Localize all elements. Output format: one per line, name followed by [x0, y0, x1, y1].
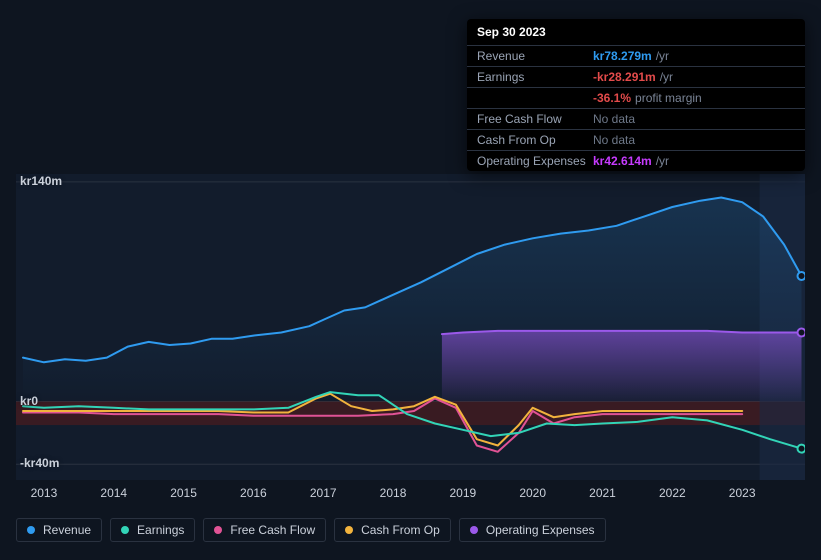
legend-swatch [345, 526, 353, 534]
legend-swatch [214, 526, 222, 534]
x-axis-tick-label: 2019 [450, 486, 477, 500]
tooltip-row-label: Cash From Op [477, 133, 593, 147]
tooltip-row-value: kr78.279m [593, 49, 652, 63]
tooltip-row-unit: /yr [656, 154, 669, 168]
tooltip-row-nodata: No data [593, 133, 635, 147]
tooltip-row-label: Free Cash Flow [477, 112, 593, 126]
x-axis-tick-label: 2015 [170, 486, 197, 500]
x-axis-tick-label: 2020 [519, 486, 546, 500]
tooltip-row-label: Revenue [477, 49, 593, 63]
legend-item[interactable]: Earnings [110, 518, 195, 542]
legend-label: Revenue [43, 523, 91, 537]
legend-swatch [27, 526, 35, 534]
x-axis-tick-label: 2017 [310, 486, 337, 500]
tooltip-row-sub: -36.1% profit margin [467, 88, 805, 109]
legend-swatch [121, 526, 129, 534]
tooltip-row: Earnings-kr28.291m/yr [467, 67, 805, 88]
tooltip-row-label: Earnings [477, 70, 593, 84]
tooltip-row: Cash From OpNo data [467, 130, 805, 151]
legend-item[interactable]: Free Cash Flow [203, 518, 326, 542]
x-axis-tick-label: 2018 [380, 486, 407, 500]
tooltip-row-subtext: profit margin [635, 91, 702, 105]
legend-label: Cash From Op [361, 523, 440, 537]
legend-item[interactable]: Revenue [16, 518, 102, 542]
y-axis-tick-label: kr140m [20, 174, 62, 188]
legend-item[interactable]: Cash From Op [334, 518, 451, 542]
legend: Revenue Earnings Free Cash Flow Cash From O… [16, 518, 606, 542]
tooltip-row: Revenuekr78.279m/yr [467, 46, 805, 67]
x-axis-tick-label: 2021 [589, 486, 616, 500]
legend-label: Free Cash Flow [230, 523, 315, 537]
tooltip-row: Operating Expenseskr42.614m/yr [467, 151, 805, 171]
chart-area[interactable]: kr140m kr0 -kr40m 2013 2014 2015 2016 2017 2018… [16, 160, 805, 500]
tooltip-row-nodata: No data [593, 112, 635, 126]
legend-item[interactable]: Operating Expenses [459, 518, 606, 542]
legend-swatch [470, 526, 478, 534]
legend-label: Earnings [137, 523, 184, 537]
tooltip-row-label: Operating Expenses [477, 154, 593, 168]
x-axis-tick-label: 2023 [729, 486, 756, 500]
x-axis-tick-label: 2022 [659, 486, 686, 500]
chart-svg [16, 160, 805, 500]
tooltip-row-value: kr42.614m [593, 154, 652, 168]
x-axis-tick-label: 2013 [31, 486, 58, 500]
tooltip-row-subvalue: -36.1% [593, 91, 631, 105]
tooltip-row-unit: /yr [656, 49, 669, 63]
tooltip-panel: Sep 30 2023 Revenuekr78.279m/yrEarnings-… [467, 19, 805, 171]
x-axis-tick-label: 2014 [100, 486, 127, 500]
tooltip-row-unit: /yr [660, 70, 673, 84]
tooltip-title: Sep 30 2023 [467, 19, 805, 46]
legend-label: Operating Expenses [486, 523, 595, 537]
x-axis-tick-label: 2016 [240, 486, 267, 500]
root: Sep 30 2023 Revenuekr78.279m/yrEarnings-… [0, 0, 821, 560]
tooltip-row: Free Cash FlowNo data [467, 109, 805, 130]
y-axis-tick-label: kr0 [20, 394, 38, 408]
tooltip-row-value: -kr28.291m [593, 70, 656, 84]
y-axis-tick-label: -kr40m [20, 456, 59, 470]
